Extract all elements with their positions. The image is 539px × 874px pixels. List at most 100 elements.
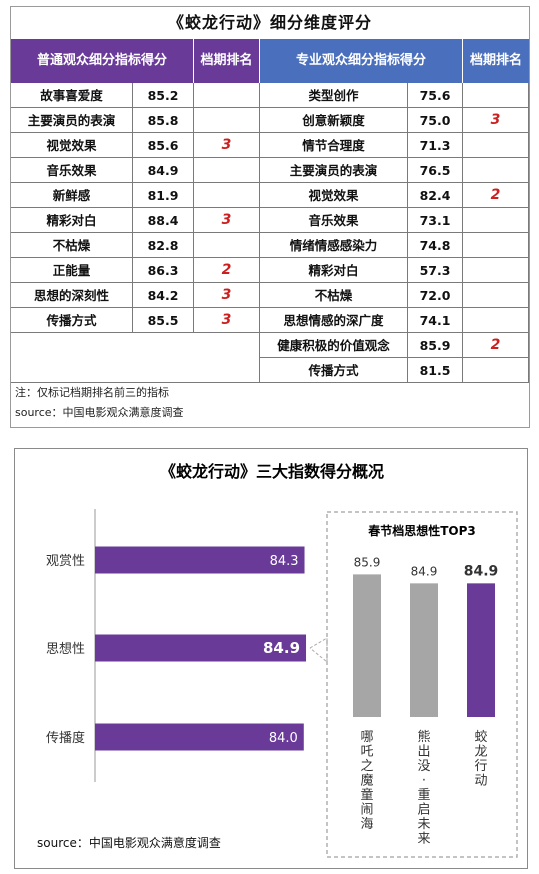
left-header: 普通观众细分指标得分	[11, 39, 194, 83]
row-score: 75.0	[408, 108, 463, 132]
table-notes: 注：仅标记档期排名前三的指标 source：中国电影观众满意度调查	[15, 383, 184, 423]
row-label: 视觉效果	[11, 133, 133, 157]
row-score: 71.3	[408, 133, 463, 157]
h-category-label: 传播度	[46, 730, 85, 746]
table-row: 健康积极的价值观念 85.9 2	[260, 333, 529, 358]
table-row: 传播方式 85.5 3	[11, 308, 260, 333]
detail-score-table: 《蛟龙行动》细分维度评分 普通观众细分指标得分 档期排名 专业观众细分指标得分 …	[10, 6, 530, 428]
row-score: 81.5	[408, 358, 463, 382]
row-score: 84.2	[133, 283, 194, 307]
h-value-label: 84.0	[269, 731, 298, 746]
row-rank	[194, 158, 260, 182]
v-category-label: 熊出没·重启未来	[417, 729, 430, 847]
row-label: 不枯燥	[260, 283, 408, 307]
row-score: 88.4	[133, 208, 194, 232]
row-rank	[463, 133, 529, 157]
v-category-label: 蛟龙行动	[474, 730, 487, 789]
row-rank: 3	[194, 308, 260, 332]
table-row: 视觉效果 85.6 3	[11, 133, 260, 158]
row-rank: 2	[463, 333, 529, 357]
row-score: 57.3	[408, 258, 463, 282]
v-bar	[410, 583, 438, 717]
row-score: 75.6	[408, 83, 463, 107]
row-rank	[463, 258, 529, 282]
row-rank	[463, 158, 529, 182]
row-score: 81.9	[133, 183, 194, 207]
row-label: 主要演员的表演	[11, 108, 133, 132]
row-label: 情节合理度	[260, 133, 408, 157]
row-rank	[194, 183, 260, 207]
row-score: 82.8	[133, 233, 194, 257]
row-rank	[463, 83, 529, 107]
h-bar	[95, 634, 307, 662]
table-row: 故事喜爱度 85.2	[11, 83, 260, 108]
table-row: 精彩对白 88.4 3	[11, 208, 260, 233]
row-label: 传播方式	[11, 308, 133, 332]
table-row: 不枯燥 82.8	[11, 233, 260, 258]
table-row: 不枯燥 72.0	[260, 283, 529, 308]
row-rank: 3	[463, 108, 529, 132]
row-rank	[463, 308, 529, 332]
table-row: 音乐效果 84.9	[11, 158, 260, 183]
row-score: 85.6	[133, 133, 194, 157]
row-rank: 3	[194, 208, 260, 232]
inset-title: 春节档思想性TOP3	[367, 523, 476, 538]
v-bar	[353, 574, 381, 717]
table-row: 视觉效果 82.4 2	[260, 183, 529, 208]
row-score: 85.2	[133, 83, 194, 107]
right-header: 专业观众细分指标得分	[260, 39, 463, 83]
row-rank	[463, 233, 529, 257]
row-label: 音乐效果	[260, 208, 408, 232]
chart-title: 《蛟龙行动》三大指数得分概况	[160, 462, 384, 481]
row-rank	[463, 283, 529, 307]
h-bar	[95, 546, 305, 574]
table-row: 正能量 86.3 2	[11, 258, 260, 283]
row-rank	[463, 358, 529, 382]
row-label: 正能量	[11, 258, 133, 282]
row-rank	[194, 108, 260, 132]
row-rank	[463, 208, 529, 232]
row-label: 传播方式	[260, 358, 408, 382]
row-score: 84.9	[133, 158, 194, 182]
table-row: 情绪情感感染力 74.8	[260, 233, 529, 258]
row-score: 73.1	[408, 208, 463, 232]
left-blank-area	[11, 333, 260, 383]
table-row: 主要演员的表演 85.8	[11, 108, 260, 133]
table-title: 《蛟龙行动》细分维度评分	[167, 13, 372, 32]
h-value-label: 84.3	[270, 554, 299, 569]
row-score: 85.8	[133, 108, 194, 132]
row-label: 新鲜感	[11, 183, 133, 207]
row-label: 类型创作	[260, 83, 408, 107]
row-label: 主要演员的表演	[260, 158, 408, 182]
v-category-label: 哪吒之魔童闹海	[360, 730, 373, 832]
row-label: 情绪情感感染力	[260, 233, 408, 257]
row-label: 创意新颖度	[260, 108, 408, 132]
row-score: 86.3	[133, 258, 194, 282]
connector-lines	[309, 637, 328, 664]
row-label: 精彩对白	[11, 208, 133, 232]
v-value-label: 84.9	[464, 563, 499, 579]
left-rank-header: 档期排名	[194, 39, 260, 83]
row-label: 精彩对白	[260, 258, 408, 282]
row-rank	[194, 83, 260, 107]
chart-source: source：中国电影观众满意度调查	[37, 836, 221, 850]
h-bar	[95, 723, 304, 751]
index-chart-panel: 《蛟龙行动》三大指数得分概况 观赏性 84.3 思想性 84.9 传播度 84.0 春节档思想…	[14, 448, 528, 869]
row-rank: 3	[194, 133, 260, 157]
row-rank: 3	[194, 283, 260, 307]
table-row: 创意新颖度 75.0 3	[260, 108, 529, 133]
table-row: 情节合理度 71.3	[260, 133, 529, 158]
row-rank	[194, 233, 260, 257]
v-bar	[467, 583, 495, 717]
table-row: 传播方式 81.5	[260, 358, 529, 383]
row-score: 85.5	[133, 308, 194, 332]
table-row: 主要演员的表演 76.5	[260, 158, 529, 183]
row-score: 85.9	[408, 333, 463, 357]
h-category-label: 观赏性	[46, 554, 85, 569]
inset-box	[326, 511, 518, 858]
row-rank: 2	[463, 183, 529, 207]
row-score: 74.8	[408, 233, 463, 257]
v-value-label: 84.9	[411, 564, 438, 578]
v-value-label: 85.9	[354, 555, 381, 569]
